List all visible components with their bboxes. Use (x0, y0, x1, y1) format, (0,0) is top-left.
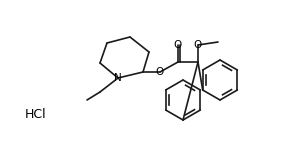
Text: N: N (114, 73, 122, 83)
Text: O: O (174, 40, 182, 50)
Text: HCl: HCl (25, 109, 47, 122)
Text: O: O (156, 67, 164, 77)
Text: O: O (194, 40, 202, 50)
